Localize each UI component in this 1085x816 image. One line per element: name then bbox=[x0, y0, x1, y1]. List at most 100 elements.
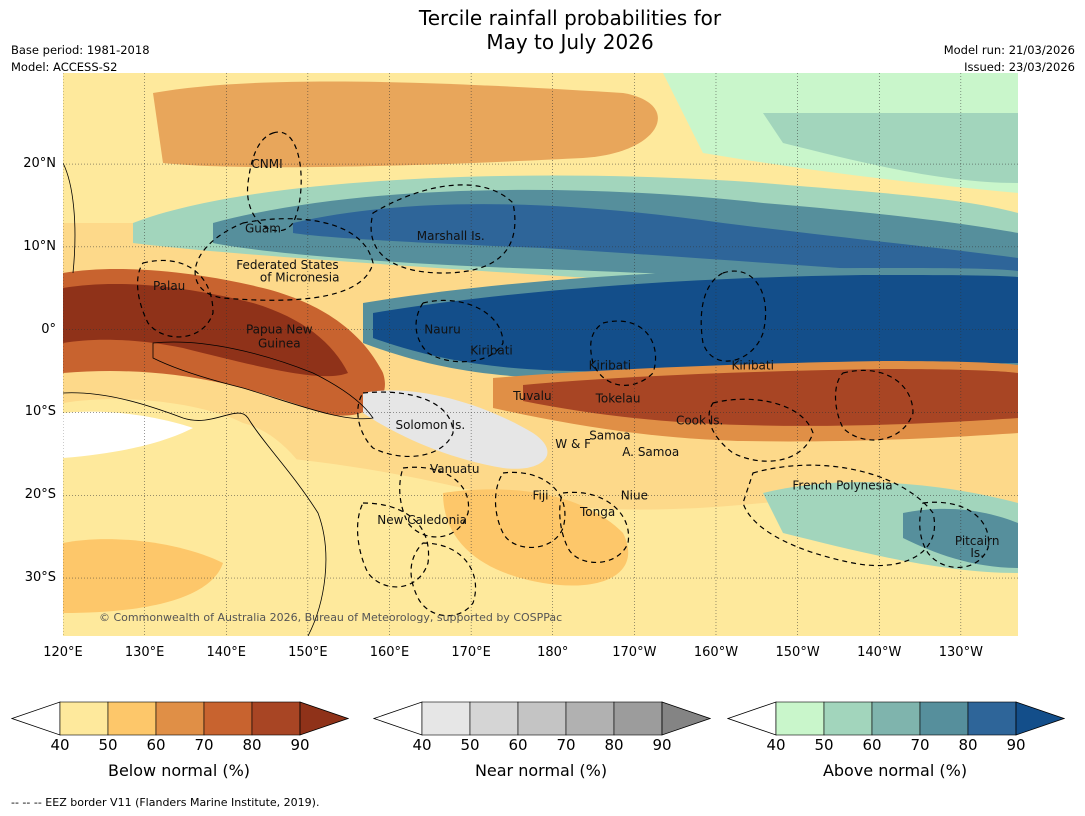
place-label: Kiribati bbox=[589, 358, 631, 372]
colorbar-segment bbox=[871, 701, 921, 736]
eez-border-line bbox=[137, 259, 214, 338]
colorbar-upper-extension bbox=[299, 701, 349, 736]
place-label: W & F bbox=[555, 437, 591, 451]
philippines-coastline bbox=[63, 162, 76, 274]
place-label: Federated States bbox=[236, 258, 338, 272]
eez-border-line bbox=[834, 369, 914, 441]
north-east-above-area-2 bbox=[763, 113, 1018, 183]
colorbar-tick-label: 80 bbox=[242, 736, 262, 754]
colorbar-segment bbox=[59, 701, 109, 736]
colorbar-title: Above normal (%) bbox=[822, 761, 968, 780]
colorbar-tick-label: 70 bbox=[910, 736, 930, 754]
place-label: Cook Is. bbox=[676, 414, 723, 428]
eez-border-line bbox=[742, 464, 936, 567]
latitude-tick-label: 0° bbox=[41, 321, 56, 337]
longitude-tick-label: 120°E bbox=[43, 645, 83, 660]
colorbar-tick-label: 80 bbox=[604, 736, 624, 754]
map-title: Tercile rainfall probabilities for May t… bbox=[0, 6, 1085, 54]
colorbar bbox=[11, 701, 349, 736]
colorbar-segment bbox=[251, 701, 301, 736]
eez-border-line bbox=[410, 542, 477, 617]
meta-left: Base period: 1981-2018 Model: ACCESS-S2 bbox=[11, 42, 150, 76]
colorbar-tick-label: 40 bbox=[412, 736, 432, 754]
place-label: Tokelau bbox=[595, 391, 641, 405]
place-label: Fiji bbox=[532, 488, 548, 502]
longitude-tick-label: 130°E bbox=[124, 645, 165, 660]
colorbar bbox=[373, 701, 711, 736]
place-label: Tonga bbox=[579, 505, 615, 519]
colorbar-tick-label: 70 bbox=[556, 736, 576, 754]
eez-border-line bbox=[357, 502, 430, 588]
place-label: Solomon Is. bbox=[395, 418, 465, 432]
colorbar-segment bbox=[421, 701, 471, 736]
colorbar-segment bbox=[517, 701, 567, 736]
latitude-tick-label: 20°S bbox=[24, 487, 56, 503]
colorbar-segment bbox=[155, 701, 205, 736]
eez-border-line bbox=[919, 501, 990, 568]
colorbar-tick-label: 40 bbox=[50, 736, 70, 754]
issued-date: Issued: 23/03/2026 bbox=[964, 60, 1075, 74]
eez-border-line bbox=[590, 320, 657, 386]
colorbar-title: Below normal (%) bbox=[107, 761, 251, 780]
place-label: Marshall Is. bbox=[417, 229, 485, 243]
longitude-tick-label: 160°E bbox=[369, 645, 410, 660]
model-run: Model run: 21/03/2026 bbox=[943, 43, 1075, 57]
latitude-tick-label: 10°S bbox=[24, 404, 56, 420]
place-label: Papua New bbox=[246, 323, 313, 337]
copyright-notice: © Commonwealth of Australia 2026, Bureau… bbox=[99, 611, 562, 624]
colorbar-segment bbox=[107, 701, 157, 736]
colorbar-segment bbox=[469, 701, 519, 736]
near-normal-patch-1 bbox=[363, 390, 548, 469]
equatorial-above-band-core bbox=[373, 275, 1018, 372]
south-below-band-core bbox=[523, 369, 1018, 426]
australia-north-white bbox=[63, 411, 193, 458]
colorbar-tick-label: 70 bbox=[194, 736, 214, 754]
place-label: Pitcairn bbox=[955, 534, 1000, 548]
colorbar-tick-label: 60 bbox=[862, 736, 882, 754]
place-label: Kiribati bbox=[731, 358, 773, 372]
place-label: Is. bbox=[970, 546, 984, 560]
eez-border-line bbox=[399, 466, 470, 538]
colorbar-tick-label: 90 bbox=[290, 736, 310, 754]
eez-border-line bbox=[415, 299, 504, 363]
place-label: Niue bbox=[621, 488, 648, 502]
place-label: Guinea bbox=[258, 337, 301, 351]
longitude-tick-label: 140°E bbox=[206, 645, 246, 660]
colorbar-tick-label: 60 bbox=[508, 736, 528, 754]
longitude-tick-label: 150°E bbox=[288, 645, 328, 660]
place-label: Samoa bbox=[589, 429, 630, 443]
title-line-1: Tercile rainfall probabilities for bbox=[418, 6, 722, 30]
colorbar-tick-label: 90 bbox=[1006, 736, 1026, 754]
latitude-tick-label: 30°S bbox=[24, 570, 56, 586]
colorbar-segment bbox=[613, 701, 663, 736]
colorbar-lower-extension bbox=[727, 701, 777, 736]
eez-border-line bbox=[559, 491, 630, 563]
longitude-tick-label: 180° bbox=[537, 645, 569, 660]
colorbar bbox=[727, 701, 1065, 736]
colorbar-upper-extension bbox=[1015, 701, 1065, 736]
colorbar-tick-label: 80 bbox=[958, 736, 978, 754]
south-below-patch bbox=[443, 489, 629, 586]
place-label: Kiribati bbox=[470, 343, 512, 357]
eez-border-line bbox=[357, 391, 454, 458]
colorbar-segment bbox=[775, 701, 825, 736]
place-label: Tuvalu bbox=[512, 389, 552, 403]
place-label: Vanuatu bbox=[430, 462, 480, 476]
place-label: CNMI bbox=[251, 157, 282, 171]
meta-right: Model run: 21/03/2026 Issued: 23/03/2026 bbox=[944, 42, 1075, 76]
australia-inland-patch bbox=[63, 539, 223, 613]
longitude-tick-label: 170°E bbox=[451, 645, 491, 660]
colorbar-lower-extension bbox=[11, 701, 61, 736]
colorbar-upper-extension bbox=[661, 701, 711, 736]
colorbar-tick-label: 60 bbox=[146, 736, 166, 754]
upper-above-band-core bbox=[293, 204, 1018, 278]
colorbar-tick-label: 90 bbox=[652, 736, 672, 754]
colorbar-title: Near normal (%) bbox=[474, 761, 608, 780]
colorbar-tick-label: 50 bbox=[98, 736, 118, 754]
new-guinea-coastline bbox=[152, 341, 374, 420]
graticule bbox=[63, 73, 1018, 636]
model-name: Model: ACCESS-S2 bbox=[11, 60, 118, 74]
place-label: New Caledonia bbox=[377, 513, 467, 527]
colorbar-tick-label: 50 bbox=[460, 736, 480, 754]
